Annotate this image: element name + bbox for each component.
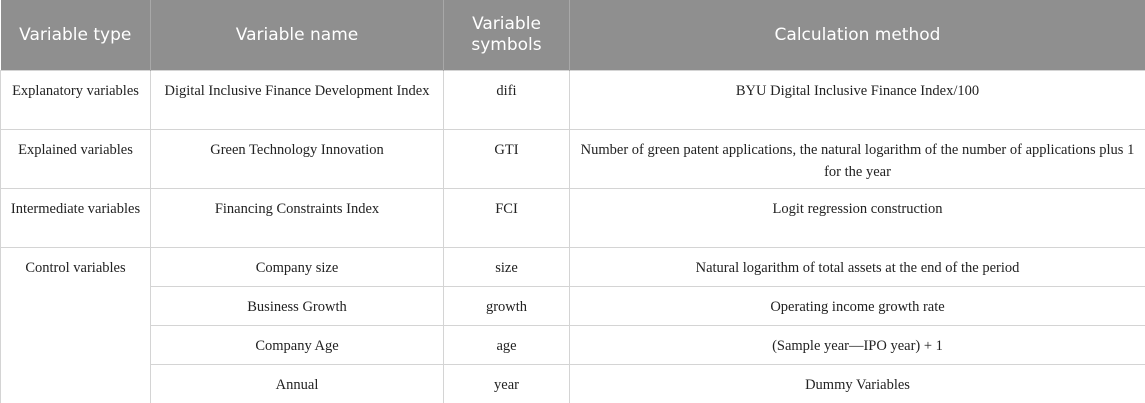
table-cell: Natural logarithm of total assets at the… (569, 247, 1145, 287)
header-row: Variable type Variable name Variable symbo… (0, 0, 1145, 71)
table-row: Business Growth growth Operating income gr… (1, 286, 1145, 326)
table-row: Control variables Company size size Natural… (0, 247, 1145, 403)
table-cell: Digital Inclusive Finance Development In… (150, 70, 444, 130)
header-cell: Variable type (0, 0, 151, 71)
table-cell: Annual (150, 364, 444, 403)
table-cell: BYU Digital Inclusive Finance Index/100 (569, 70, 1145, 130)
table-cell: age (443, 325, 570, 365)
table-cell: size (443, 247, 570, 287)
table-cell: Explained variables (0, 129, 151, 189)
table-body: Explanatory variables Digital Inclusive F… (0, 70, 1145, 403)
table-cell: Explanatory variables (0, 70, 151, 130)
table-cell: Number of green patent applications, the… (569, 129, 1145, 189)
table-row: Explanatory variables Digital Inclusive F… (0, 70, 1145, 130)
table-cell: GTI (443, 129, 570, 189)
table-cell: (Sample year—IPO year) + 1 (569, 325, 1145, 365)
table-cell: Control variables (0, 247, 151, 403)
table-cell: Company Age (150, 325, 444, 365)
table-row: Intermediate variables Financing Constrai… (0, 188, 1145, 248)
table-row: Annual year Dummy Variables (1, 364, 1145, 403)
table-cell: Operating income growth rate (569, 286, 1145, 326)
table-cell: year (443, 364, 570, 403)
table-cell: Logit regression construction (569, 188, 1145, 248)
header-cell: Variable symbols (443, 0, 570, 71)
header-cell: Calculation method (569, 0, 1145, 71)
table-cell: growth (443, 286, 570, 326)
table-cell: Intermediate variables (0, 188, 151, 248)
table-cell: difi (443, 70, 570, 130)
table-cell: FCI (443, 188, 570, 248)
table-cell: Business Growth (150, 286, 444, 326)
table-cell: Company size (150, 247, 444, 287)
table-cell: Green Technology Innovation (150, 129, 444, 189)
table-row: Company Age age (Sample year—IPO year) + 1 (1, 325, 1145, 365)
table-row: Explained variables Green Technology Inno… (0, 129, 1145, 189)
table-header: Variable type Variable name Variable symbo… (0, 0, 1145, 71)
table-cell: Dummy Variables (569, 364, 1145, 403)
table-cell: Financing Constraints Index (150, 188, 444, 248)
header-cell: Variable name (150, 0, 444, 71)
